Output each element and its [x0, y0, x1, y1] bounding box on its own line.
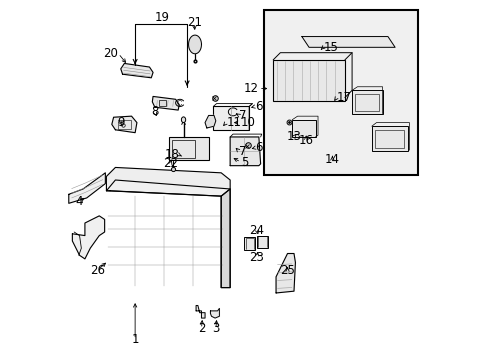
Text: 10: 10 — [240, 116, 255, 129]
Polygon shape — [221, 189, 230, 288]
Ellipse shape — [181, 117, 185, 123]
Polygon shape — [230, 137, 260, 166]
Polygon shape — [112, 116, 137, 133]
Text: 1: 1 — [131, 333, 139, 346]
Bar — [351, 90, 382, 114]
Polygon shape — [121, 63, 153, 78]
Text: 19: 19 — [154, 11, 169, 24]
Bar — [244, 237, 255, 250]
Polygon shape — [188, 35, 201, 54]
Text: 4: 4 — [76, 195, 83, 208]
Text: 8: 8 — [151, 105, 158, 118]
Text: 20: 20 — [103, 47, 118, 60]
Polygon shape — [210, 309, 219, 318]
Bar — [169, 137, 208, 160]
Polygon shape — [106, 180, 230, 288]
Text: 7: 7 — [239, 145, 246, 158]
Text: 18: 18 — [164, 148, 179, 161]
Polygon shape — [72, 216, 104, 259]
Bar — [213, 107, 249, 130]
Polygon shape — [196, 306, 204, 318]
Polygon shape — [301, 37, 394, 47]
Bar — [354, 94, 379, 111]
Polygon shape — [204, 116, 215, 128]
Text: 15: 15 — [323, 41, 338, 54]
Text: 5: 5 — [241, 156, 248, 168]
Text: 22: 22 — [163, 157, 178, 170]
Bar — [371, 126, 407, 151]
Text: 6: 6 — [255, 141, 262, 154]
Text: 17: 17 — [336, 91, 351, 104]
Bar — [374, 130, 403, 148]
Bar — [172, 140, 195, 158]
Text: 16: 16 — [298, 134, 313, 147]
Text: 14: 14 — [324, 153, 339, 166]
Bar — [292, 120, 315, 137]
Text: 23: 23 — [249, 251, 264, 264]
Text: 9: 9 — [117, 116, 124, 129]
Polygon shape — [152, 96, 179, 110]
Text: 25: 25 — [280, 264, 294, 277]
Text: 26: 26 — [90, 264, 105, 277]
Bar — [257, 235, 267, 248]
Polygon shape — [106, 167, 230, 196]
Text: 7: 7 — [239, 109, 246, 122]
Bar — [273, 60, 344, 101]
Text: 2: 2 — [197, 322, 205, 335]
Text: 11: 11 — [226, 116, 241, 129]
Text: 3: 3 — [212, 322, 219, 335]
Bar — [264, 10, 418, 175]
Text: 24: 24 — [249, 224, 264, 237]
Text: 12: 12 — [244, 82, 258, 95]
Polygon shape — [69, 173, 105, 203]
Polygon shape — [276, 253, 295, 293]
Text: 13: 13 — [286, 130, 301, 144]
Text: 6: 6 — [255, 100, 262, 113]
Bar — [118, 120, 131, 129]
Bar — [159, 100, 166, 106]
Text: 21: 21 — [186, 17, 202, 30]
